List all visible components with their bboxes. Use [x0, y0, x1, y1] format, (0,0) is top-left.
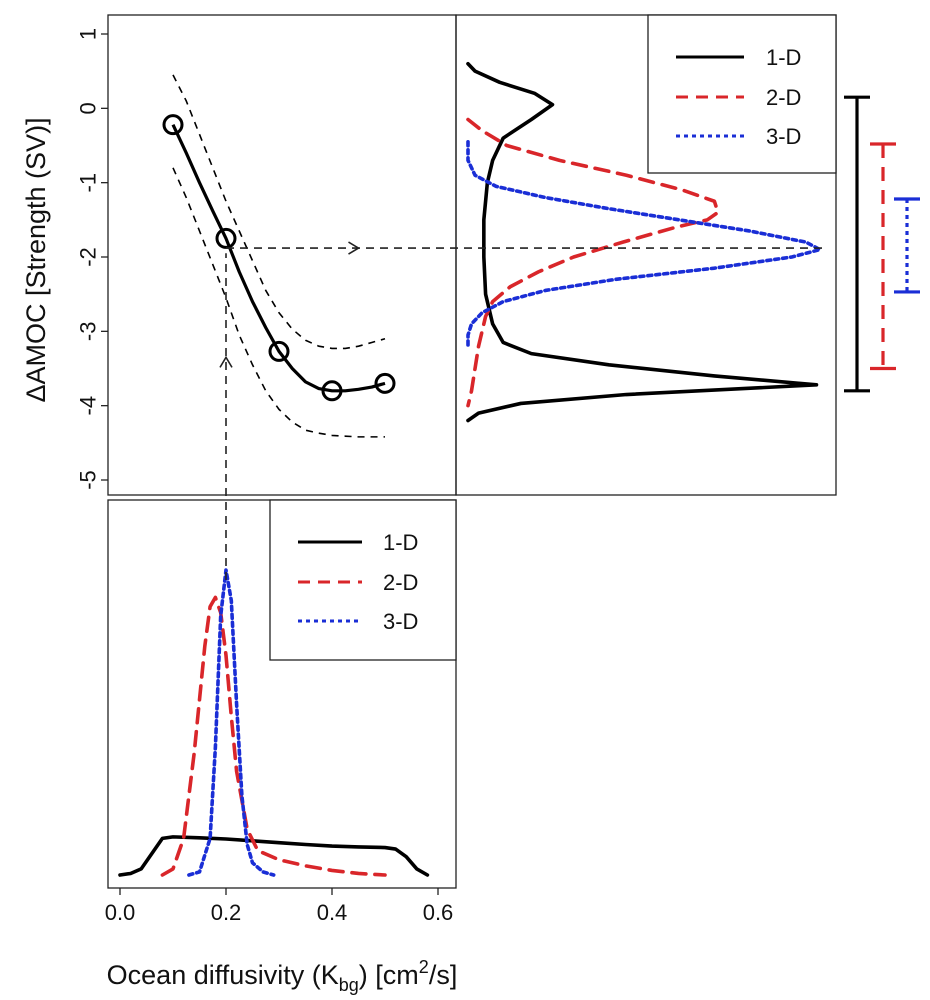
- x-tick-label: 0.6: [423, 900, 454, 925]
- legend-box-bottom: [269, 499, 457, 661]
- top-right-panel-frame: [455, 14, 837, 496]
- diffusivity-curve-1-d: [118, 835, 430, 877]
- x-axis-title-sub: bg: [339, 975, 359, 995]
- x-tick-label: 0.2: [211, 900, 242, 925]
- density-curve-3-d: [466, 139, 822, 349]
- interval-bars: [844, 95, 920, 393]
- x-axis-title-part3: /s]: [429, 960, 458, 990]
- top-left-panel-frame: [107, 14, 457, 496]
- emulator-point: [268, 340, 290, 362]
- legend-label-2d: 2-D: [766, 85, 801, 110]
- x-axis-title-sup: 2: [419, 957, 429, 977]
- y-tick-label: 0: [76, 102, 101, 114]
- y-tick-label: 1: [76, 28, 101, 40]
- legend-label-3d-bottom: 3-D: [383, 609, 418, 634]
- legend-top-right: 1-D 2-D 3-D: [647, 14, 837, 174]
- legend-label-1d-bottom: 1-D: [383, 530, 418, 555]
- x-axis-title-part2: ) [cm: [359, 960, 419, 990]
- emulator-point: [162, 114, 184, 136]
- emulator-lower-bound: [172, 167, 385, 438]
- horizontal-arrowhead: [348, 241, 361, 255]
- x-tick-label: 0.4: [317, 900, 348, 925]
- vertical-arrowhead: [219, 355, 233, 368]
- density-curve-2-d: [466, 117, 720, 408]
- emulator-emulator-mean: [171, 124, 386, 393]
- x-axis: 0.0 0.2 0.4 0.6: [105, 888, 454, 925]
- legend-bottom: 1-D 2-D 3-D: [269, 499, 457, 661]
- emulator-upper-bound: [172, 74, 386, 350]
- x-tick-label: 0.0: [105, 900, 136, 925]
- diffusivity-curve-2-d: [160, 595, 387, 877]
- y-tick-label: -4: [76, 396, 101, 416]
- density-curve-1-d: [466, 61, 819, 423]
- amoc-density-panel: [466, 61, 822, 423]
- legend-label-2d-bottom: 2-D: [383, 570, 418, 595]
- legend-box-top-right: [647, 14, 837, 174]
- emulator-point: [321, 380, 343, 402]
- diffusivity-density-panel: [118, 568, 430, 877]
- y-axis: 1 0 -1 -2 -3 -4 -5: [76, 28, 108, 490]
- x-axis-title-part1: Ocean diffusivity (K: [107, 960, 339, 990]
- legend-label-3d: 3-D: [766, 124, 801, 149]
- y-tick-label: -5: [76, 470, 101, 490]
- emulator-point: [374, 372, 396, 394]
- reference-arrows: [219, 241, 822, 580]
- y-tick-label: -1: [76, 173, 101, 193]
- diffusivity-curve-3-d: [187, 568, 276, 877]
- y-tick-label: -3: [76, 322, 101, 342]
- y-axis-title: ΔAMOC [Strength (SV)]: [21, 117, 51, 402]
- emulator-panel: [162, 74, 396, 438]
- x-axis-title: Ocean diffusivity (Kbg) [cm2/s]: [107, 957, 458, 995]
- y-tick-label: -2: [76, 247, 101, 267]
- legend-label-1d: 1-D: [766, 45, 801, 70]
